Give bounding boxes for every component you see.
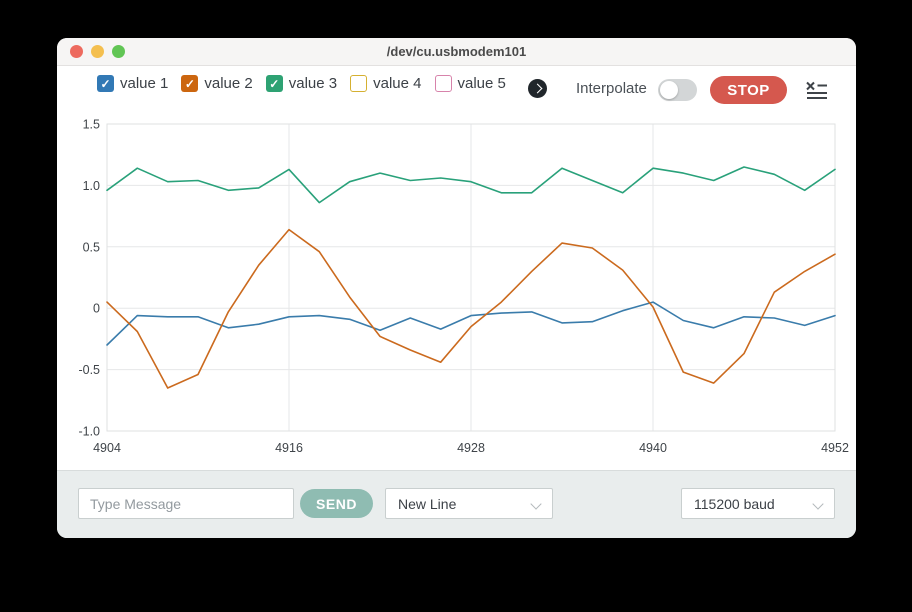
app-window: /dev/cu.usbmodem101 ✓ value 1 ✓ value 2 ✓ val… <box>57 38 856 538</box>
y-tick-label: 1.0 <box>83 179 100 193</box>
legend-item-value-3[interactable]: ✓ value 3 <box>265 75 338 92</box>
y-tick-label: 1.5 <box>83 118 100 132</box>
x-tick-label: 4916 <box>275 441 303 455</box>
baud-select[interactable]: 115200 baud <box>681 488 835 519</box>
series-line-value-2 <box>106 228 836 389</box>
line-ending-select[interactable]: New Line <box>385 488 553 519</box>
checkbox-value-2[interactable]: ✓ <box>181 75 199 92</box>
checkbox-value-5[interactable] <box>434 75 452 92</box>
series-line-value-3 <box>106 166 836 204</box>
y-tick-label: 0.5 <box>83 240 100 254</box>
zoom-button[interactable] <box>112 45 125 58</box>
legend-item-value-1[interactable]: ✓ value 1 <box>97 75 168 92</box>
minimize-button[interactable] <box>91 45 104 58</box>
interpolate-toggle[interactable] <box>658 79 697 101</box>
legend-item-value-2[interactable]: ✓ value 2 <box>181 75 253 92</box>
baud-value: 115200 baud <box>694 495 775 512</box>
legend-item-label: value 5 <box>457 75 506 92</box>
legend-item-label: value 4 <box>373 75 422 92</box>
title-bar: /dev/cu.usbmodem101 <box>57 38 856 66</box>
line-ending-value: New Line <box>398 495 457 512</box>
chevron-down-icon <box>812 498 824 510</box>
x-tick-label: 4904 <box>93 441 121 455</box>
stop-button[interactable]: STOP <box>710 76 787 104</box>
legend-item-label: value 3 <box>288 75 338 92</box>
message-input[interactable] <box>78 488 294 519</box>
variables-list-icon[interactable] <box>805 81 829 100</box>
close-button[interactable] <box>70 45 83 58</box>
toolbar: ✓ value 1 ✓ value 2 ✓ value 3 value 4 value 5 I… <box>57 66 856 116</box>
window-title: /dev/cu.usbmodem101 <box>386 44 527 59</box>
plot-canvas[interactable]: 1.5 1.0 0.5 0 -0.5 -1.0 4904 4916 4928 4940 4952 <box>57 118 856 468</box>
interpolate-label: Interpolate <box>576 80 647 97</box>
checkbox-value-4[interactable] <box>350 75 368 92</box>
y-tick-label: -0.5 <box>78 363 100 377</box>
legend-item-label: value 1 <box>120 75 169 92</box>
plot-border <box>106 123 836 432</box>
x-tick-label: 4952 <box>821 441 849 455</box>
legend-item-value-4[interactable]: value 4 <box>350 75 422 92</box>
expand-legend-button[interactable] <box>528 79 547 98</box>
legend-item-label: value 2 <box>204 75 253 92</box>
send-button[interactable]: SEND <box>300 489 373 518</box>
x-tick-label: 4928 <box>457 441 485 455</box>
chevron-down-icon <box>530 498 542 510</box>
bottom-bar: SEND New Line 115200 baud <box>57 470 856 538</box>
y-tick-label: 0 <box>93 302 100 316</box>
toggle-knob <box>660 81 678 99</box>
chevron-right-icon <box>532 83 543 94</box>
checkbox-value-1[interactable]: ✓ <box>97 75 114 92</box>
y-tick-label: -1.0 <box>78 425 100 439</box>
checkbox-value-3[interactable]: ✓ <box>265 75 283 92</box>
legend-item-value-5[interactable]: value 5 <box>434 75 506 92</box>
series-line-value-1 <box>106 301 836 346</box>
x-tick-label: 4940 <box>639 441 667 455</box>
traffic-lights <box>70 45 125 58</box>
legend: ✓ value 1 ✓ value 2 ✓ value 3 value 4 value 5 <box>97 75 519 92</box>
